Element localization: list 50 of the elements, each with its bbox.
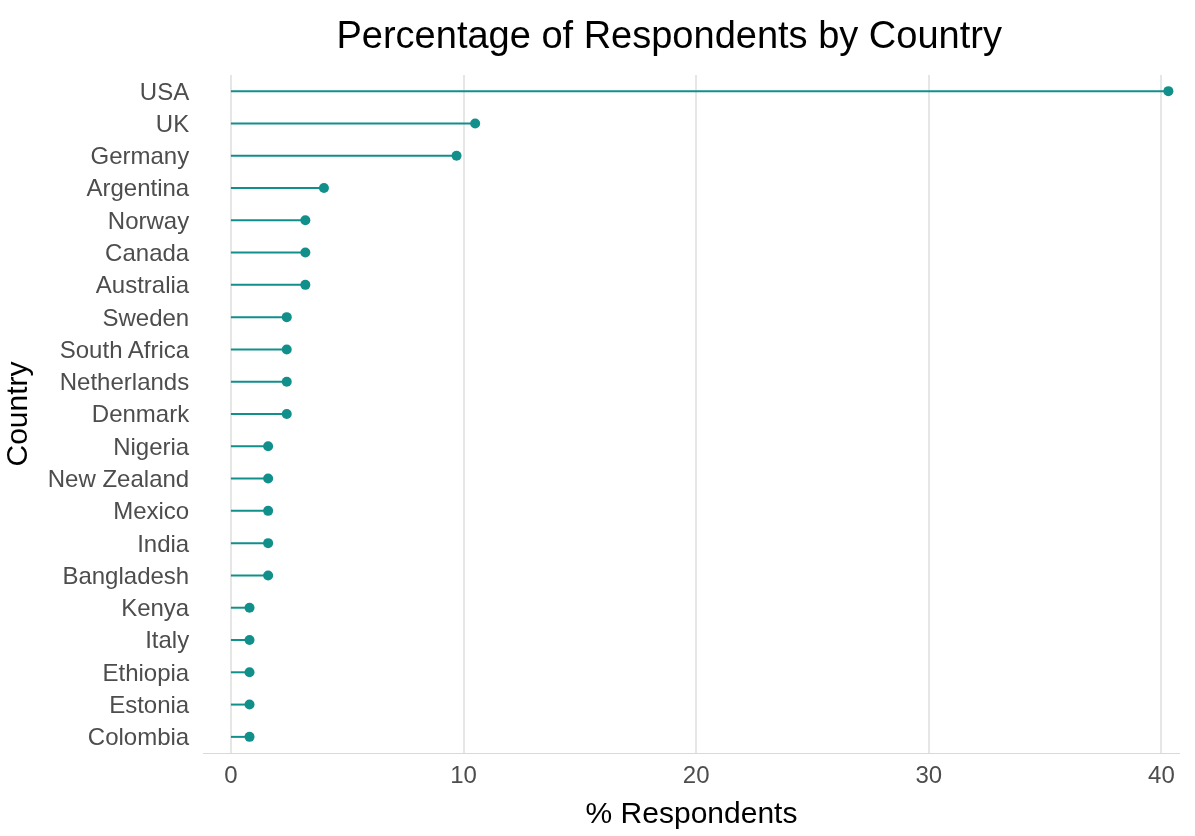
y-tick-label: Sweden — [102, 303, 190, 331]
y-tick-label: Colombia — [87, 723, 190, 751]
point — [281, 409, 292, 419]
y-tick-label: Mexico — [113, 497, 190, 525]
point — [470, 118, 481, 129]
y-tick-label: Australia — [95, 271, 190, 299]
y-tick-label: Ethiopia — [102, 658, 190, 686]
point — [263, 505, 274, 516]
y-tick-label: Netherlands — [59, 368, 190, 396]
point — [318, 183, 329, 193]
y-tick-label: Bangladesh — [62, 561, 190, 589]
point — [244, 731, 255, 742]
point — [300, 215, 311, 226]
point — [281, 312, 292, 323]
y-tick-label: India — [137, 529, 190, 557]
point — [263, 570, 274, 581]
y-tick-label: New Zealand — [47, 464, 190, 492]
y-tick-label: Italy — [145, 626, 190, 654]
y-tick-label: Nigeria — [113, 432, 190, 460]
point — [451, 150, 462, 161]
point — [300, 247, 311, 258]
y-tick-label: Germany — [90, 142, 190, 170]
point — [244, 635, 255, 645]
point — [244, 667, 255, 678]
x-tick-label: 0 — [224, 760, 238, 788]
y-tick-label: USA — [139, 77, 190, 105]
y-tick-label: Norway — [107, 206, 190, 234]
point — [244, 602, 255, 613]
point — [263, 538, 274, 549]
y-tick-label: Estonia — [109, 690, 190, 718]
point — [300, 279, 311, 290]
point — [263, 441, 274, 452]
chart-title: Percentage of Respondents by Country — [336, 13, 1002, 56]
y-axis-title: Country — [0, 361, 33, 467]
x-tick-label: 30 — [915, 760, 943, 788]
y-tick-label: Canada — [105, 238, 190, 266]
point — [281, 376, 292, 387]
x-tick-label: 10 — [450, 760, 477, 788]
x-axis-title: % Respondents — [585, 796, 798, 830]
point — [1163, 86, 1174, 97]
y-tick-label: South Africa — [59, 335, 190, 363]
y-tick-label: UK — [155, 109, 190, 137]
point — [281, 344, 292, 355]
x-tick-label: 20 — [682, 760, 710, 788]
x-tick-label: 40 — [1148, 760, 1175, 788]
point — [263, 473, 274, 484]
y-tick-label: Kenya — [121, 594, 190, 622]
y-tick-label: Argentina — [86, 174, 190, 202]
y-tick-label: Denmark — [91, 400, 191, 428]
point — [244, 699, 255, 710]
